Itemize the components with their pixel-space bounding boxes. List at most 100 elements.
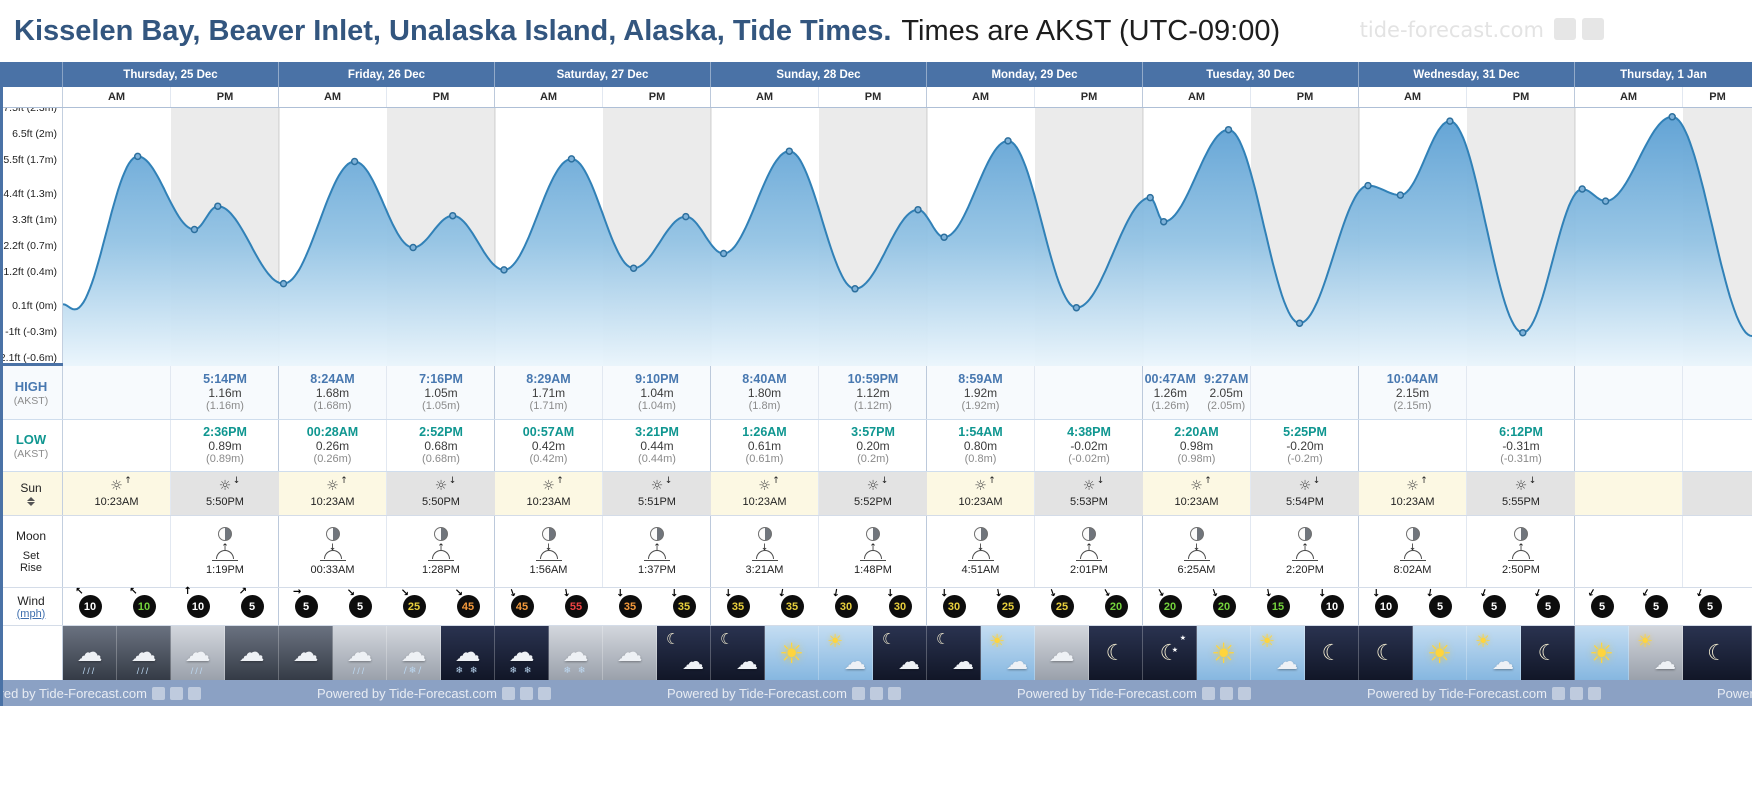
sun-rise-cell-5: ☼ ↑ 10:23AM bbox=[1143, 472, 1251, 515]
tide-time: 5:14PM bbox=[203, 372, 247, 386]
watermark-icon-1[interactable] bbox=[1554, 18, 1576, 40]
footer-social-icon[interactable] bbox=[169, 686, 183, 700]
low-day-6: 6:12PM -0.31m (-0.31m) bbox=[1359, 420, 1575, 471]
tide-time: 00:57AM bbox=[522, 425, 575, 439]
moon-2-pm: ↑ 1:37PM bbox=[603, 516, 711, 587]
sunset-time: 5:50PM bbox=[422, 496, 460, 508]
low-timezone-label: (AKST) bbox=[13, 447, 49, 460]
tide-high-entry: 8:40AM 1.80m (1.8m) bbox=[740, 372, 788, 413]
wind-badge: 5 ↑ bbox=[235, 585, 264, 618]
wind-day-1: 5 ↑ 5 ↑ 25 ↑ 45 ↑ bbox=[279, 585, 495, 626]
wind-direction-icon: ↑ bbox=[450, 584, 465, 599]
footer-social-icon[interactable] bbox=[1569, 686, 1583, 700]
footer-credit: Powered by Tide-Forecast.com bbox=[1717, 686, 1752, 701]
footer-credit-link[interactable]: Powered by Tide-Forecast.com bbox=[667, 685, 847, 701]
wind-day-4: 30 ↑ 25 ↑ 25 ↑ 20 ↑ bbox=[927, 584, 1143, 626]
footer-credit-link[interactable]: Powered by Tide-Forecast.com bbox=[317, 685, 497, 701]
wind-slot: 5 ↑ bbox=[225, 585, 279, 626]
wind-badge: 5 ↑ bbox=[1585, 585, 1614, 618]
ampm-am-5: AM bbox=[1143, 87, 1251, 107]
footer-credit-link[interactable]: Powered by Tide-Forecast.com bbox=[1717, 685, 1752, 701]
ampm-am-7: AM bbox=[1575, 87, 1683, 107]
high-day-6: 10:04AM 2.15m (2.15m) bbox=[1359, 366, 1575, 419]
tide-height-m: 0.80m bbox=[963, 439, 998, 453]
moon-6-pm: ↑ 2:50PM bbox=[1467, 516, 1575, 587]
tide-height-m: 1.16m bbox=[208, 386, 242, 400]
wind-direction-icon: ↑ bbox=[1045, 584, 1058, 599]
weather-icon-moon-cloud: ☾ ☁ bbox=[873, 626, 927, 680]
high-3-am: 8:40AM 1.80m (1.8m) bbox=[711, 366, 819, 419]
wind-slot: 25 ↑ bbox=[1035, 584, 1089, 626]
weather-icon-snow: ☁ ❄ ❄ bbox=[441, 626, 495, 680]
ampm-day-5: AM PM bbox=[1143, 87, 1359, 107]
weather-icon-cloud: ☁ bbox=[603, 626, 657, 680]
footer-social-icon[interactable] bbox=[519, 686, 533, 700]
tide-low-entry: 3:21PM 0.44m (0.44m) bbox=[633, 425, 681, 466]
footer-social-icon[interactable] bbox=[1587, 686, 1601, 700]
wind-badge: 35 ↑ bbox=[670, 586, 696, 618]
high-label: HIGH bbox=[14, 378, 48, 394]
sunset-icon: ☼ ↓ bbox=[218, 476, 241, 494]
footer-credit: Powered by Tide-Forecast.com bbox=[1017, 686, 1367, 701]
wind-slot: 5 ↑ bbox=[333, 585, 387, 626]
footer-credit-link[interactable]: Powered by Tide-Forecast.com bbox=[0, 685, 147, 701]
wind-unit-link[interactable]: (mph) bbox=[16, 607, 46, 620]
tide-low-entry: 2:36PM 0.89m (0.89m) bbox=[201, 425, 249, 466]
moon-set-time: 3:21AM bbox=[745, 564, 784, 576]
tide-height-m: 1.12m bbox=[856, 386, 890, 400]
tide-height-alt: (-0.31m) bbox=[1500, 453, 1542, 465]
tide-height-alt: (1.16m) bbox=[206, 400, 244, 412]
tide-height-alt: (2.15m) bbox=[1393, 400, 1432, 412]
moon-rise-time: 2:20PM bbox=[1286, 564, 1324, 576]
title-bar: Kisselen Bay, Beaver Inlet, Unalaska Isl… bbox=[0, 0, 1752, 62]
sun-day-3: ☼ ↑ 10:23AM ☼ ↓ 5:52PM bbox=[711, 472, 927, 515]
moon-phase-icon bbox=[1189, 527, 1204, 541]
high-1-am: 8:24AM 1.68m (1.68m) bbox=[279, 366, 387, 419]
wind-badge: 30 ↑ bbox=[886, 586, 912, 618]
wind-badge: 25 ↑ bbox=[397, 585, 426, 618]
ampm-am-0: AM bbox=[63, 87, 171, 107]
wind-slot: 5 ↑ bbox=[279, 587, 333, 626]
sun-set-cell-0: ☼ ↓ 5:50PM bbox=[171, 472, 279, 515]
wind-day-6: 10 ↑ 5 ↑ 5 ↑ 5 ↑ bbox=[1359, 585, 1575, 625]
low-2-pm: 3:21PM 0.44m (0.44m) bbox=[603, 420, 711, 471]
footer-social-icon[interactable] bbox=[187, 686, 201, 700]
watermark-icon-2[interactable] bbox=[1582, 18, 1604, 40]
footer-social-icon[interactable] bbox=[869, 686, 883, 700]
wind-slot: 35 ↑ bbox=[603, 586, 657, 626]
tide-low-entry: 3:57PM 0.20m (0.2m) bbox=[849, 425, 897, 466]
wind-badge: 35 ↑ bbox=[616, 586, 642, 618]
moon-phase-icon bbox=[1082, 527, 1096, 541]
footer-credit: Powered by Tide-Forecast.com bbox=[667, 686, 1017, 701]
day-header-7: Thursday, 1 Jan bbox=[1620, 68, 1707, 81]
footer-social-icon[interactable] bbox=[1237, 686, 1251, 700]
wind-badge: 20 ↑ bbox=[1153, 585, 1182, 618]
footer-social-icon[interactable] bbox=[501, 686, 515, 700]
wind-slot: 10 ↑ bbox=[1305, 586, 1359, 626]
wind-badge: 10 ↑ bbox=[127, 585, 156, 618]
high-5-pm bbox=[1251, 366, 1359, 419]
footer-social-icon[interactable] bbox=[1219, 686, 1233, 700]
sunset-time: 5:53PM bbox=[1070, 496, 1108, 508]
footer-social-icon[interactable] bbox=[1201, 686, 1215, 700]
low-day-5: 2:20AM 0.98m (0.98m) 5:25PM -0.20m (-0.2m) bbox=[1143, 420, 1359, 471]
moon-phase-icon bbox=[866, 527, 880, 541]
moon-set-time: 4:51AM bbox=[961, 564, 1000, 576]
moon-phase-icon bbox=[325, 527, 340, 541]
tide-time: 9:27AM bbox=[1203, 372, 1249, 386]
wind-slot: 30 ↑ bbox=[927, 586, 981, 626]
footer-social-icon[interactable] bbox=[151, 686, 165, 700]
footer-credit-link[interactable]: Powered by Tide-Forecast.com bbox=[1367, 685, 1547, 701]
tide-time: 4:38PM bbox=[1067, 425, 1111, 439]
footer-social-icon[interactable] bbox=[887, 686, 901, 700]
moon-phase-icon bbox=[757, 527, 772, 541]
tide-height-alt: (1.68m) bbox=[313, 400, 352, 412]
tide-time: 5:25PM bbox=[1283, 425, 1327, 439]
footer-credit-link[interactable]: Powered by Tide-Forecast.com bbox=[1017, 685, 1197, 701]
footer-social-icon[interactable] bbox=[537, 686, 551, 700]
moonset-icon: ↓ bbox=[1399, 543, 1426, 561]
footer-social-icon[interactable] bbox=[1551, 686, 1565, 700]
wind-badge: 45 ↑ bbox=[451, 585, 480, 618]
footer-social-icon[interactable] bbox=[851, 686, 865, 700]
wind-direction-icon: ↑ bbox=[669, 586, 678, 597]
